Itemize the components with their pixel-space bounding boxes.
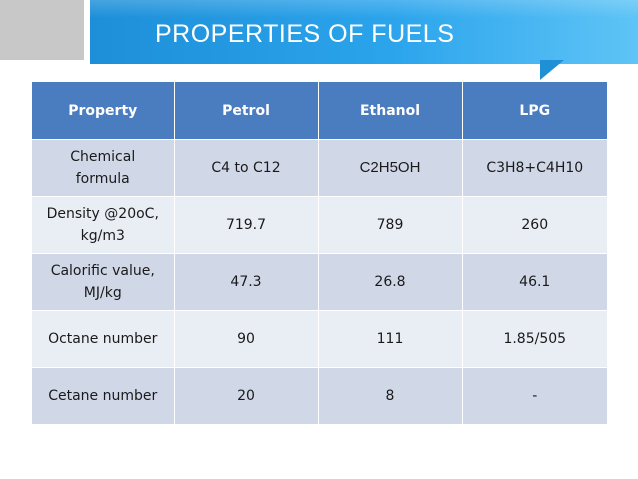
header-lpg: LPG [462, 82, 607, 140]
property-line: MJ/kg [83, 285, 122, 301]
header-ethanol: Ethanol [318, 82, 463, 140]
table-row: Chemical formula C4 to C12 C2H5OH C3H8+C… [32, 139, 607, 197]
table-row: Octane number 90 111 1.85/505 [32, 310, 607, 368]
property-line: formula [75, 171, 130, 187]
header-property: Property [32, 82, 175, 140]
ethanol-cell: C2H5OH [318, 139, 463, 197]
lpg-cell: 260 [462, 196, 607, 254]
property-cell: Octane number [32, 310, 175, 368]
property-cell: Calorific value, MJ/kg [32, 253, 175, 311]
table-row: Calorific value, MJ/kg 47.3 26.8 46.1 [32, 253, 607, 311]
property-cell: Cetane number [32, 367, 175, 424]
property-line: Density @20oC, [46, 206, 159, 222]
petrol-cell: 47.3 [174, 253, 319, 311]
ethanol-cell: 8 [318, 367, 463, 424]
ethanol-cell: 111 [318, 310, 463, 368]
banner-notch [540, 60, 564, 80]
petrol-cell: 20 [174, 367, 319, 424]
ethanol-cell: 26.8 [318, 253, 463, 311]
decorative-grey-block [0, 0, 84, 60]
header-petrol: Petrol [174, 82, 319, 140]
lpg-cell: 1.85/505 [462, 310, 607, 368]
title-banner [90, 0, 638, 64]
table-row: Cetane number 20 8 - [32, 367, 607, 424]
table-row: Density @20oC, kg/m3 719.7 789 260 [32, 196, 607, 254]
petrol-cell: 719.7 [174, 196, 319, 254]
lpg-cell: - [462, 367, 607, 424]
fuel-properties-table: Property Petrol Ethanol LPG Chemical for… [32, 82, 607, 424]
property-cell: Chemical formula [32, 139, 175, 197]
property-cell: Density @20oC, kg/m3 [32, 196, 175, 254]
ethanol-cell: 789 [318, 196, 463, 254]
property-line: Chemical [70, 149, 136, 165]
property-line: kg/m3 [80, 228, 125, 244]
table-header-row: Property Petrol Ethanol LPG [32, 82, 607, 140]
petrol-cell: 90 [174, 310, 319, 368]
petrol-cell: C4 to C12 [174, 139, 319, 197]
page-title: PROPERTIES OF FUELS [155, 20, 455, 48]
lpg-cell: 46.1 [462, 253, 607, 311]
lpg-cell: C3H8+C4H10 [462, 139, 607, 197]
property-line: Calorific value, [50, 263, 155, 279]
